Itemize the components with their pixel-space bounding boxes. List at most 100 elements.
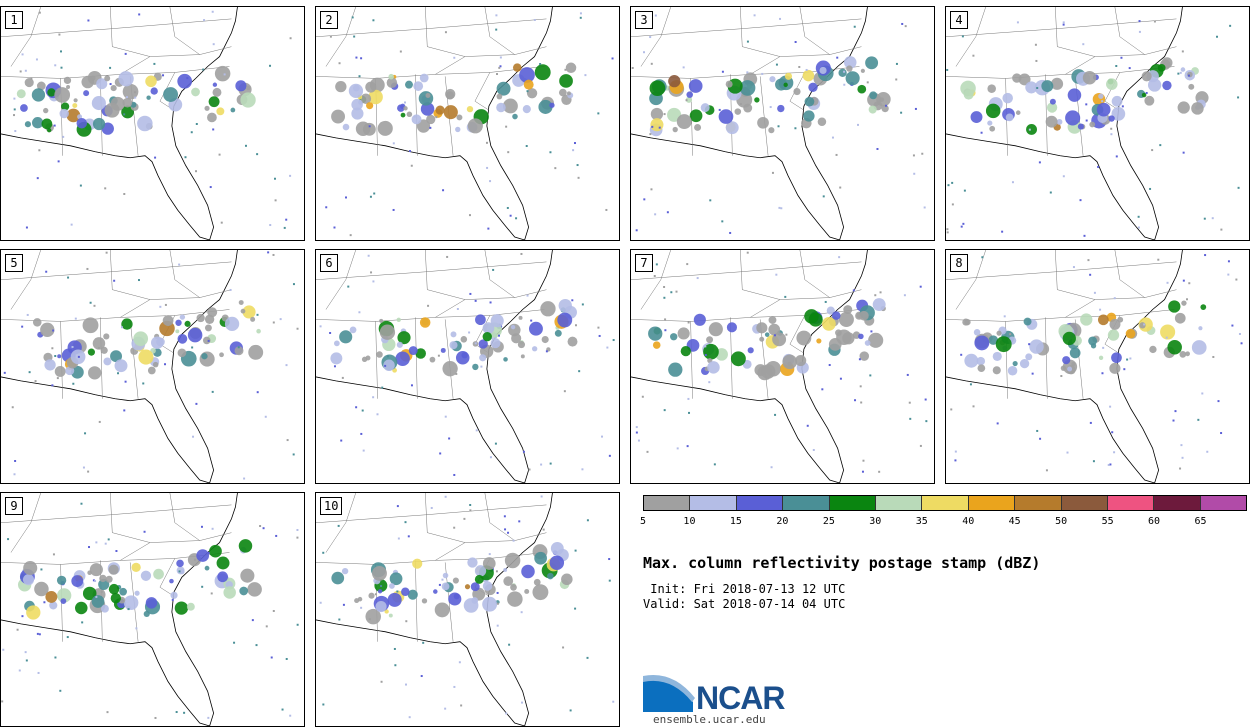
state-border (640, 250, 671, 310)
reflectivity-cell (963, 89, 974, 100)
reflectivity-cell (528, 468, 531, 471)
reflectivity-cell (345, 196, 347, 199)
reflectivity-cell (331, 109, 346, 124)
reflectivity-cell (150, 347, 156, 354)
reflectivity-cell (561, 573, 573, 586)
reflectivity-cell (1005, 113, 1014, 122)
reflectivity-cell (688, 411, 691, 414)
reflectivity-cell (7, 538, 10, 541)
reflectivity-cell (1125, 328, 1136, 339)
reflectivity-cell (201, 585, 204, 588)
reflectivity-cell (91, 96, 106, 111)
reflectivity-cell (171, 598, 174, 601)
reflectivity-cell (1220, 432, 1223, 435)
reflectivity-cell (1056, 118, 1063, 125)
reflectivity-cell (1028, 343, 1031, 346)
reflectivity-cell (1107, 463, 1110, 466)
reflectivity-cell (177, 348, 187, 358)
reflectivity-cell (11, 406, 14, 409)
colorbar-segment-5 (829, 496, 876, 510)
reflectivity-cell (946, 231, 949, 234)
reflectivity-cell (453, 56, 456, 59)
reflectivity-cell (1137, 215, 1140, 218)
reflectivity-cell (960, 225, 963, 228)
reflectivity-cell (179, 314, 186, 320)
state-border (169, 7, 200, 55)
reflectivity-map (631, 250, 928, 483)
reflectivity-cell (1187, 74, 1190, 77)
reflectivity-cell (49, 601, 58, 610)
reflectivity-cell (13, 108, 16, 111)
reflectivity-cell (103, 333, 110, 340)
reflectivity-cell (154, 716, 157, 719)
reflectivity-cell (864, 340, 871, 346)
reflectivity-cell (88, 546, 91, 549)
reflectivity-cell (480, 365, 483, 368)
reflectivity-cell (100, 604, 109, 613)
reflectivity-cell (105, 251, 108, 254)
reflectivity-cell (839, 377, 842, 380)
reflectivity-cell (663, 296, 666, 299)
reflectivity-cell (62, 135, 65, 138)
reflectivity-cell (380, 585, 383, 587)
reflectivity-cell (73, 98, 78, 103)
reflectivity-cell (469, 504, 472, 506)
reflectivity-cell (272, 609, 275, 612)
reflectivity-cell (571, 299, 574, 302)
reflectivity-cell (838, 68, 847, 77)
reflectivity-cell (52, 553, 55, 556)
reflectivity-cell (463, 517, 466, 520)
reflectivity-cell (392, 142, 395, 145)
reflectivity-cell (405, 80, 413, 89)
reflectivity-cell (547, 572, 554, 580)
reflectivity-cell (1180, 67, 1186, 72)
reflectivity-cell (40, 322, 55, 337)
reflectivity-cell (635, 431, 638, 434)
state-border (325, 493, 356, 553)
reflectivity-cell (256, 313, 259, 316)
reflectivity-cell (368, 618, 371, 621)
state-border (1055, 250, 1096, 300)
state-border (484, 250, 515, 298)
reflectivity-cell (531, 346, 538, 352)
reflectivity-cell (704, 354, 707, 356)
reflectivity-cell (245, 85, 251, 91)
reflectivity-cell (597, 112, 600, 115)
reflectivity-cell (122, 97, 133, 108)
state-border (631, 261, 862, 280)
ensemble-member-panel-4: 4 (945, 6, 1250, 241)
reflectivity-cell (203, 19, 206, 22)
reflectivity-cell (1018, 73, 1031, 86)
reflectivity-cell (51, 347, 54, 350)
reflectivity-cell (858, 310, 869, 321)
reflectivity-cell (123, 113, 126, 116)
reflectivity-cell (1082, 43, 1085, 46)
state-border (789, 72, 806, 111)
reflectivity-cell (86, 267, 89, 270)
reflectivity-cell (28, 371, 31, 374)
reflectivity-cell (1151, 149, 1154, 152)
reflectivity-cell (208, 96, 220, 108)
reflectivity-cell (876, 147, 879, 150)
state-border (631, 18, 862, 37)
reflectivity-cell (734, 108, 742, 115)
reflectivity-cell (355, 56, 358, 59)
reflectivity-cell (1227, 273, 1230, 276)
reflectivity-cell (170, 591, 178, 599)
reflectivity-cell (923, 206, 926, 209)
reflectivity-cell (1229, 24, 1232, 27)
reflectivity-cell (442, 572, 449, 579)
reflectivity-cell (408, 150, 411, 153)
reflectivity-cell (635, 426, 638, 429)
reflectivity-cell (416, 119, 431, 133)
reflectivity-cell (520, 252, 523, 255)
reflectivity-cell (532, 584, 549, 601)
reflectivity-cell (798, 65, 801, 68)
reflectivity-cell (397, 537, 400, 540)
reflectivity-cell (191, 346, 194, 349)
reflectivity-cell (730, 351, 746, 367)
reflectivity-cell (138, 13, 141, 16)
reflectivity-cell (819, 66, 827, 75)
reflectivity-cell (519, 67, 535, 83)
reflectivity-cell (389, 572, 403, 586)
